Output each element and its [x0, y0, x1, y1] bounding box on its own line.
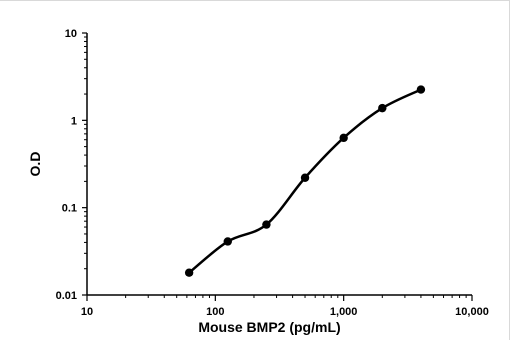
- data-point: [339, 134, 347, 142]
- y-tick-label: 0.01: [56, 290, 77, 302]
- x-axis-title: Mouse BMP2 (pg/mL): [198, 319, 340, 335]
- x-tick-label: 10: [81, 306, 93, 318]
- data-point: [224, 237, 232, 245]
- axes: [87, 33, 472, 295]
- y-tick-label: 10: [65, 28, 77, 40]
- data-point: [262, 220, 270, 228]
- data-point: [301, 174, 309, 182]
- data-point: [185, 269, 193, 277]
- y-tick-label: 1: [71, 115, 77, 127]
- data-point: [417, 85, 425, 93]
- y-tick-label: 0.1: [62, 203, 77, 215]
- x-tick-label: 1,000: [330, 306, 358, 318]
- x-tick-label: 100: [206, 306, 224, 318]
- series-layer: [185, 85, 425, 277]
- data-point: [378, 104, 386, 112]
- x-tick-label: 10,000: [455, 306, 489, 318]
- ticks: 10 100 1,000 10,000 10 1 0.1 0.01: [56, 28, 489, 318]
- y-axis-title: O.D: [27, 152, 43, 177]
